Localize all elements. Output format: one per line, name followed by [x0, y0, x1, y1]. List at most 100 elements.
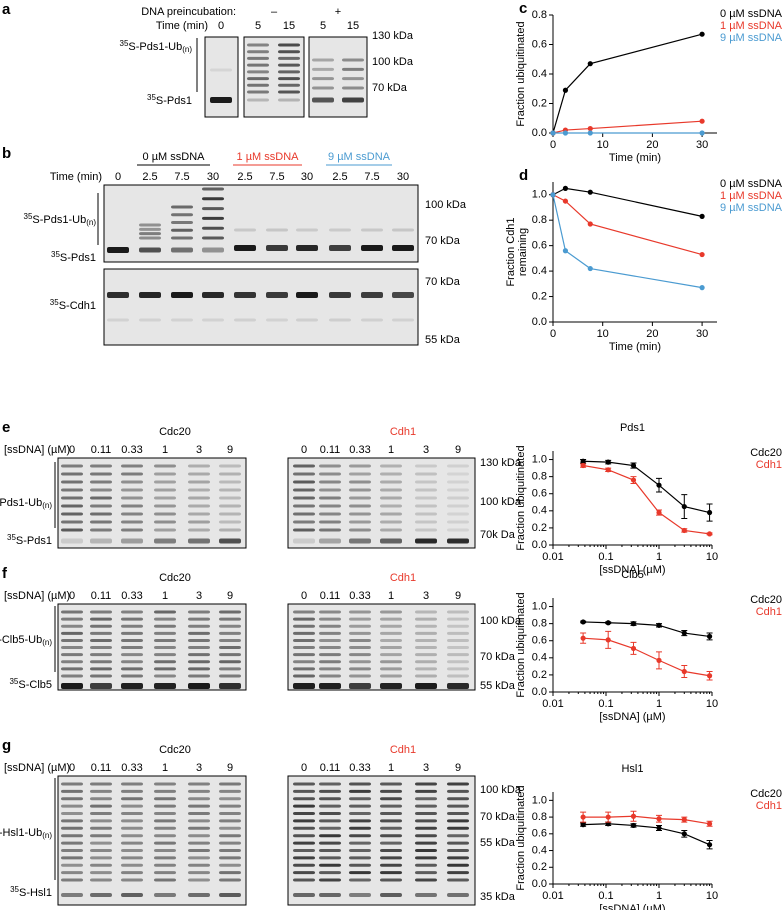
gel-band	[154, 610, 176, 614]
lane-label: 0	[69, 590, 75, 602]
legend-entry: 0 µM ssDNA	[720, 178, 783, 190]
lane-label: 0.33	[121, 444, 142, 456]
gel-band	[293, 856, 315, 860]
gel-band	[219, 841, 241, 845]
enzyme-header: Cdc20	[159, 572, 191, 584]
protein: S-Hsl1-Ub	[0, 827, 42, 839]
gel-band	[188, 538, 210, 544]
gel-band	[349, 646, 371, 650]
gel-band	[154, 863, 176, 867]
gel-band	[380, 520, 402, 524]
gel-band	[188, 863, 210, 867]
lane-label: 3	[423, 444, 429, 456]
data-point	[699, 285, 705, 291]
gel-band	[90, 646, 112, 650]
gel-band	[219, 528, 241, 532]
gel-band	[293, 638, 315, 642]
gel-band	[447, 617, 469, 621]
isotope: 35	[147, 93, 156, 102]
species-label: 35S-Cdh1	[50, 298, 96, 312]
gel-band	[329, 228, 351, 232]
gel-band	[342, 67, 364, 71]
gel-band	[154, 789, 176, 793]
gel-band	[415, 871, 437, 875]
gel-band	[61, 528, 83, 532]
gel-band	[121, 797, 143, 801]
gel-band	[121, 624, 143, 628]
gel-band	[154, 512, 176, 516]
gel-band	[219, 610, 241, 614]
enzyme-header: Cdh1	[390, 426, 416, 438]
gel-band	[154, 617, 176, 621]
gel-band	[90, 528, 112, 532]
gel-band	[349, 871, 371, 875]
gel-band	[349, 624, 371, 628]
subscript: (n)	[42, 831, 52, 840]
gel-band	[447, 667, 469, 671]
gel-band	[447, 856, 469, 860]
gel-band	[319, 472, 341, 476]
gel-band	[219, 504, 241, 508]
y-axis-label: Fraction ubiquitinated	[515, 21, 527, 126]
gel-band	[319, 674, 341, 678]
gel-band	[90, 538, 112, 544]
legend-entry: Cdh1	[756, 800, 782, 812]
gel-band	[349, 496, 371, 500]
gel-band	[415, 488, 437, 492]
lane-label: 5	[255, 20, 261, 32]
y-tick-label: 0.0	[532, 127, 547, 139]
data-point	[699, 130, 705, 136]
gel-band	[61, 834, 83, 838]
lane-label: 30	[207, 171, 219, 183]
gel-band	[380, 472, 402, 476]
gel-band	[188, 480, 210, 484]
gel-band	[90, 512, 112, 516]
gel-band	[154, 834, 176, 838]
x-axis-label: [ssDNA] (µM)	[599, 711, 665, 723]
lane-label: 1	[162, 762, 168, 774]
gel-band	[380, 528, 402, 532]
lane-header: Time (min)	[50, 171, 102, 183]
data-point	[681, 630, 687, 636]
lane-header: [ssDNA] (µM)	[4, 590, 70, 602]
subscript: (n)	[42, 501, 52, 510]
data-point	[630, 822, 637, 829]
gel-band	[61, 812, 83, 816]
gel-band	[293, 480, 315, 484]
y-tick-label: 0.8	[532, 811, 547, 823]
gel	[57, 775, 247, 906]
gel-band	[219, 520, 241, 524]
series-line	[552, 120, 703, 134]
gel-band	[188, 819, 210, 823]
data-point	[681, 817, 687, 823]
gel-band	[154, 674, 176, 678]
gel-band	[319, 826, 341, 830]
gel-band	[188, 528, 210, 532]
gel-band	[415, 631, 437, 635]
gel-band	[154, 520, 176, 524]
gel-band	[61, 819, 83, 823]
x-axis-label: Time (min)	[609, 152, 661, 164]
gel-band	[293, 893, 315, 897]
gel-band	[349, 797, 371, 801]
gel-band	[219, 631, 241, 635]
gel-band	[188, 804, 210, 808]
gel-band	[61, 631, 83, 635]
gel-band	[154, 653, 176, 657]
gel-band	[154, 893, 176, 897]
lane-label: 30	[301, 171, 313, 183]
gel-band	[293, 819, 315, 823]
gel-band	[154, 660, 176, 664]
gel-band	[415, 789, 437, 793]
gel	[57, 603, 247, 691]
gel-band	[415, 674, 437, 678]
data-point	[630, 462, 637, 469]
lane-label: 3	[423, 590, 429, 602]
gel-band	[266, 228, 288, 232]
y-tick-label: 1.0	[532, 453, 547, 465]
gel-band	[349, 653, 371, 657]
data-point	[706, 821, 713, 827]
gel-band	[171, 205, 193, 209]
gel-band	[154, 538, 176, 544]
gel-band	[349, 812, 371, 816]
